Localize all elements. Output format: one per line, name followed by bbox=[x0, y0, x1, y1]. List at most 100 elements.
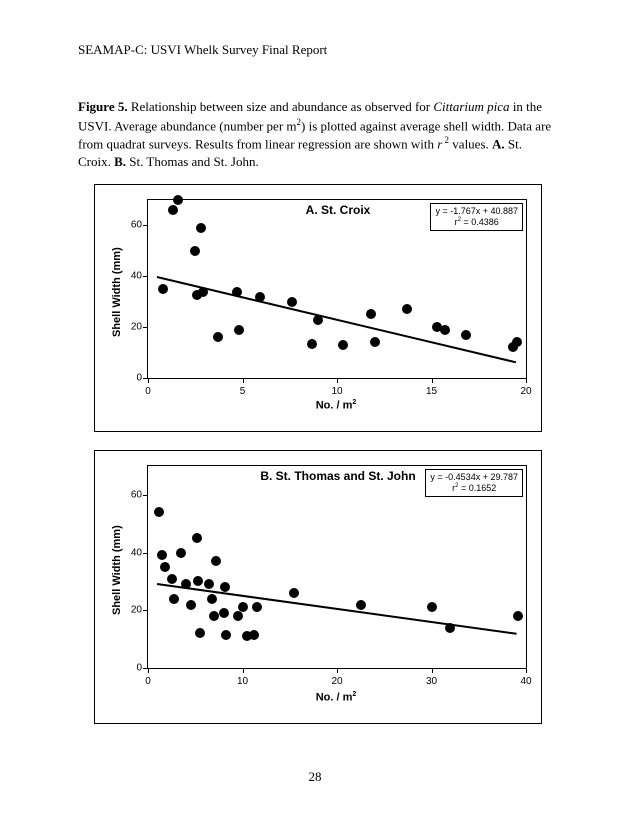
x-label-text: No. / m bbox=[316, 692, 353, 704]
x-tick-label: 0 bbox=[145, 386, 151, 397]
data-point bbox=[461, 330, 471, 340]
chart-a-container: A. St. Croix y = -1.767x + 40.887 r2 = 0… bbox=[94, 184, 542, 432]
x-tick-label: 30 bbox=[426, 676, 437, 687]
y-tick-label: 60 bbox=[120, 220, 142, 231]
x-tick-label: 20 bbox=[520, 386, 531, 397]
x-tick-label: 10 bbox=[331, 386, 342, 397]
figure-label: Figure 5. bbox=[78, 99, 128, 114]
data-point bbox=[168, 205, 178, 215]
chart-b-plot-area: B. St. Thomas and St. John y = -0.4534x … bbox=[147, 465, 527, 669]
data-point bbox=[160, 562, 170, 572]
chart-b-equation-box: y = -0.4534x + 29.787 r2 = 0.1652 bbox=[425, 469, 523, 497]
data-point bbox=[232, 287, 242, 297]
y-tick bbox=[143, 327, 148, 328]
x-tick-label: 15 bbox=[426, 386, 437, 397]
chart-b-x-axis-label: No. / m2 bbox=[147, 691, 525, 704]
data-point bbox=[238, 602, 248, 612]
data-point bbox=[196, 223, 206, 233]
data-point bbox=[176, 548, 186, 558]
data-point bbox=[445, 623, 455, 633]
panel-label: B. bbox=[114, 154, 126, 169]
page-header: SEAMAP-C: USVI Whelk Survey Final Report bbox=[78, 42, 327, 58]
x-tick-label: 0 bbox=[145, 676, 151, 687]
data-point bbox=[255, 292, 265, 302]
data-point bbox=[252, 602, 262, 612]
data-point bbox=[513, 611, 523, 621]
y-tick bbox=[143, 276, 148, 277]
y-tick-label: 20 bbox=[120, 322, 142, 333]
caption-text: Relationship between size and abundance … bbox=[128, 99, 434, 114]
data-point bbox=[287, 297, 297, 307]
y-tick bbox=[143, 495, 148, 496]
data-point bbox=[370, 337, 380, 347]
data-point bbox=[193, 576, 203, 586]
data-point bbox=[207, 594, 217, 604]
y-tick bbox=[143, 610, 148, 611]
x-tick bbox=[243, 668, 244, 673]
data-point bbox=[402, 304, 412, 314]
x-tick-label: 5 bbox=[240, 386, 246, 397]
equation-text: y = -0.4534x + 29.787 bbox=[430, 472, 518, 483]
data-point bbox=[198, 287, 208, 297]
caption-text: St. Thomas and St. John. bbox=[126, 154, 259, 169]
chart-a-title: A. St. Croix bbox=[258, 203, 418, 217]
chart-a-equation-box: y = -1.767x + 40.887 r2 = 0.4386 bbox=[430, 203, 523, 231]
y-tick-label: 20 bbox=[120, 605, 142, 616]
chart-a-plot-area: A. St. Croix y = -1.767x + 40.887 r2 = 0… bbox=[147, 199, 527, 379]
data-point bbox=[219, 608, 229, 618]
data-point bbox=[440, 325, 450, 335]
y-tick-label: 0 bbox=[120, 373, 142, 384]
x-tick bbox=[337, 378, 338, 383]
data-point bbox=[167, 574, 177, 584]
data-point bbox=[195, 628, 205, 638]
y-tick-label: 40 bbox=[120, 547, 142, 558]
x-label-text: No. / m bbox=[316, 400, 353, 412]
data-point bbox=[169, 594, 179, 604]
regression-line bbox=[157, 583, 516, 634]
data-point bbox=[220, 582, 230, 592]
species-name: Cittarium pica bbox=[433, 99, 509, 114]
x-tick bbox=[337, 668, 338, 673]
x-tick bbox=[526, 378, 527, 383]
superscript: 2 bbox=[352, 399, 356, 406]
data-point bbox=[157, 550, 167, 560]
caption-text: values. bbox=[449, 137, 492, 152]
data-point bbox=[366, 309, 376, 319]
panel-label: A. bbox=[492, 137, 505, 152]
y-tick bbox=[143, 378, 148, 379]
x-tick bbox=[432, 378, 433, 383]
data-point bbox=[192, 533, 202, 543]
data-point bbox=[154, 507, 164, 517]
data-point bbox=[211, 556, 221, 566]
x-tick bbox=[148, 668, 149, 673]
chart-b-container: B. St. Thomas and St. John y = -0.4534x … bbox=[94, 450, 542, 724]
data-point bbox=[249, 630, 259, 640]
data-point bbox=[190, 246, 200, 256]
data-point bbox=[233, 611, 243, 621]
superscript: 2 bbox=[352, 691, 356, 698]
figure-caption: Figure 5. Relationship between size and … bbox=[78, 98, 558, 171]
r-squared-text: r2 = 0.4386 bbox=[435, 217, 518, 228]
y-tick bbox=[143, 668, 148, 669]
y-tick-label: 40 bbox=[120, 271, 142, 282]
x-tick-label: 10 bbox=[237, 676, 248, 687]
data-point bbox=[186, 600, 196, 610]
data-point bbox=[213, 332, 223, 342]
x-tick bbox=[243, 378, 244, 383]
y-tick bbox=[143, 553, 148, 554]
data-point bbox=[427, 602, 437, 612]
regression-line bbox=[157, 276, 516, 363]
chart-a-y-axis-label: Shell Width (mm) bbox=[111, 247, 123, 337]
x-tick bbox=[432, 668, 433, 673]
data-point bbox=[289, 588, 299, 598]
data-point bbox=[512, 337, 522, 347]
data-point bbox=[204, 579, 214, 589]
data-point bbox=[307, 339, 317, 349]
chart-a-x-axis-label: No. / m2 bbox=[147, 399, 525, 412]
x-tick-label: 40 bbox=[520, 676, 531, 687]
data-point bbox=[356, 600, 366, 610]
data-point bbox=[338, 340, 348, 350]
y-tick-label: 0 bbox=[120, 663, 142, 674]
data-point bbox=[234, 325, 244, 335]
data-point bbox=[221, 630, 231, 640]
